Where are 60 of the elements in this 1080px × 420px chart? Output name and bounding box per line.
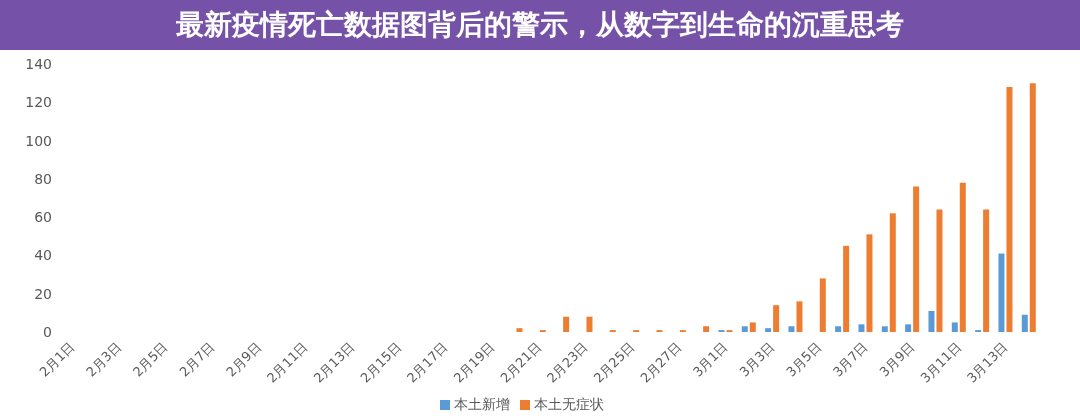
bar bbox=[819, 278, 826, 332]
y-tick-label: 40 bbox=[34, 247, 52, 264]
bar bbox=[1029, 83, 1036, 332]
x-tick-label: 3月7日 bbox=[829, 339, 871, 380]
x-tick-label: 3月9日 bbox=[876, 339, 918, 380]
bar bbox=[959, 182, 966, 332]
x-tick-label: 2月21日 bbox=[497, 339, 544, 386]
x-tick-label: 2月9日 bbox=[223, 339, 264, 380]
bar bbox=[773, 305, 780, 332]
x-tick-label: 2月13日 bbox=[310, 339, 358, 386]
x-tick-label: 3月1日 bbox=[689, 339, 731, 380]
bar bbox=[563, 316, 570, 332]
y-tick-label: 60 bbox=[34, 209, 52, 226]
bar bbox=[749, 322, 756, 332]
bar bbox=[843, 245, 850, 332]
bar bbox=[983, 209, 990, 332]
bar bbox=[913, 186, 920, 332]
bar bbox=[928, 310, 935, 332]
bar bbox=[936, 209, 943, 332]
bar bbox=[516, 328, 523, 332]
legend-label: 本土无症状 bbox=[534, 396, 604, 412]
x-tick-label: 2月3日 bbox=[83, 339, 124, 380]
bar bbox=[788, 326, 795, 332]
x-tick-label: 3月13日 bbox=[964, 339, 1011, 386]
x-tick-label: 2月19日 bbox=[450, 339, 498, 386]
chart-title: 最新疫情死亡数据图背后的警示，从数字到生命的沉重思考 bbox=[0, 0, 1080, 50]
bar bbox=[1006, 86, 1013, 332]
x-tick-label: 2月23日 bbox=[544, 339, 591, 386]
y-tick-label: 80 bbox=[34, 170, 52, 187]
y-tick-label: 100 bbox=[25, 132, 52, 149]
bar bbox=[889, 213, 896, 332]
bar bbox=[998, 253, 1005, 332]
bar bbox=[881, 326, 888, 332]
x-tick-label: 3月3日 bbox=[736, 339, 778, 380]
y-tick-label: 20 bbox=[34, 285, 52, 302]
x-tick-label: 2月25日 bbox=[590, 339, 638, 386]
bar bbox=[1021, 314, 1028, 332]
x-tick-label: 2月15日 bbox=[357, 339, 404, 386]
bar bbox=[703, 326, 710, 332]
bar bbox=[586, 316, 593, 332]
x-tick-label: 3月11日 bbox=[917, 339, 964, 386]
bar bbox=[905, 324, 912, 332]
legend-label: 本土新增 bbox=[454, 396, 510, 412]
bar bbox=[866, 234, 873, 332]
x-tick-label: 2月7日 bbox=[176, 339, 218, 380]
bar bbox=[765, 328, 772, 332]
bar bbox=[951, 322, 958, 332]
bar bbox=[835, 326, 842, 332]
bar bbox=[741, 326, 748, 332]
x-tick-label: 2月1日 bbox=[36, 339, 78, 380]
y-tick-label: 0 bbox=[43, 323, 52, 340]
y-tick-label: 120 bbox=[25, 94, 52, 111]
x-tick-label: 2月17日 bbox=[404, 339, 451, 386]
x-tick-label: 3月5日 bbox=[783, 339, 824, 380]
bar bbox=[858, 324, 865, 332]
x-tick-label: 2月5日 bbox=[129, 339, 171, 380]
y-tick-label: 140 bbox=[25, 55, 52, 72]
x-tick-label: 2月27日 bbox=[637, 339, 684, 386]
bar bbox=[796, 301, 803, 332]
x-tick-label: 2月11日 bbox=[264, 339, 311, 386]
